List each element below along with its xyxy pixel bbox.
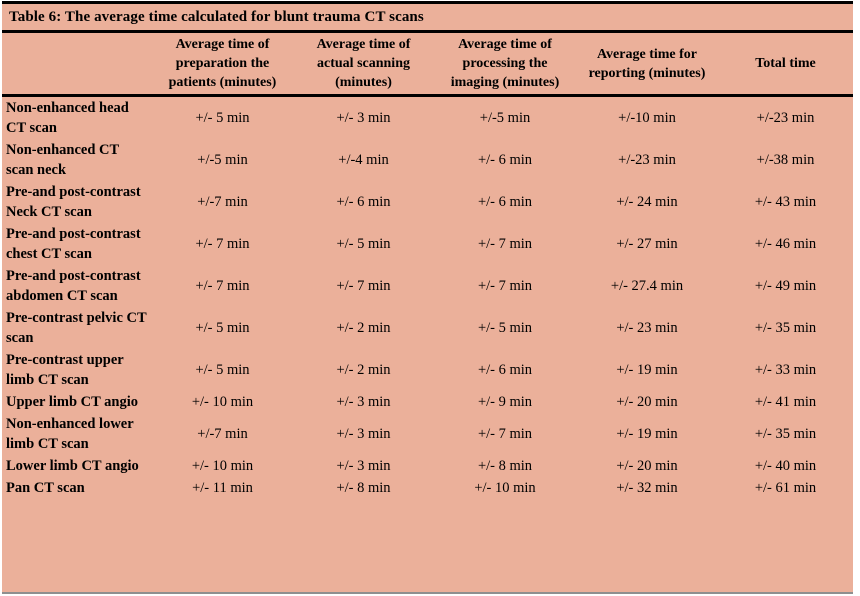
scan-type-cell: Pre-contrast pelvic CT scan — [6, 310, 147, 346]
total-time-cell: +/- 61 min — [754, 480, 817, 496]
reporting-time-cell: +/- 24 min — [616, 194, 678, 210]
total-time-cell: +/- 35 min — [754, 426, 817, 442]
preparation-time-cell: +/- 5 min — [195, 362, 250, 378]
table-row: Pre-contrast pelvic CT scan +/- 5 min +/… — [2, 307, 853, 349]
table-body: Non-enhanced head CT scan +/- 5 min +/- … — [2, 96, 853, 500]
total-time-cell: +/- 33 min — [754, 362, 817, 378]
preparation-time-cell: +/- 5 min — [195, 110, 250, 126]
reporting-time-cell: +/- 19 min — [616, 426, 678, 442]
scan-type-cell: Pre-and post-contrast Neck CT scan — [6, 184, 141, 220]
scan-type-cell: Non-enhanced lower limb CT scan — [6, 416, 134, 452]
table-row: Non-enhanced CT scan neck +/-5 min +/-4 … — [2, 139, 853, 181]
table-row: Non-enhanced head CT scan +/- 5 min +/- … — [2, 96, 853, 140]
preparation-time-cell: +/- 7 min — [195, 236, 250, 252]
reporting-time-cell: +/- 27.4 min — [610, 278, 684, 294]
scan-type-cell: Upper limb CT angio — [6, 394, 139, 410]
preparation-time-cell: +/- 10 min — [191, 394, 254, 410]
total-time-cell: +/- 40 min — [754, 458, 817, 474]
reporting-time-cell: +/- 19 min — [616, 362, 678, 378]
table-row: Pre-and post-contrast chest CT scan +/- … — [2, 223, 853, 265]
preparation-time-cell: +/- 7 min — [195, 278, 250, 294]
preparation-time-cell: +/-7 min — [197, 426, 248, 442]
processing-time-cell: +/- 10 min — [474, 480, 536, 496]
ct-scan-times-table: Average time of preparation the patients… — [2, 33, 853, 499]
scanning-time-cell: +/- 2 min — [336, 320, 391, 336]
scanning-time-cell: +/- 6 min — [336, 194, 391, 210]
scanning-time-cell: +/- 3 min — [336, 110, 391, 126]
total-time-cell: +/- 46 min — [754, 236, 817, 252]
reporting-time-cell: +/- 32 min — [616, 480, 678, 496]
total-time-cell: +/- 35 min — [754, 320, 817, 336]
scanning-time-cell: +/- 2 min — [336, 362, 391, 378]
processing-time-cell: +/- 6 min — [477, 152, 533, 168]
scan-type-cell: Non-enhanced CT scan neck — [6, 142, 119, 178]
scanning-time-cell: +/- 8 min — [336, 480, 391, 496]
column-header-preparation: Average time of preparation the patients… — [152, 33, 293, 97]
scan-type-cell: Pre-and post-contrast chest CT scan — [6, 226, 141, 262]
processing-time-cell: +/- 9 min — [477, 394, 533, 410]
scan-type-cell: Non-enhanced head CT scan — [6, 100, 129, 136]
scanning-time-cell: +/- 7 min — [336, 278, 391, 294]
table-row: Non-enhanced lower limb CT scan +/-7 min… — [2, 413, 853, 455]
preparation-time-cell: +/-7 min — [197, 194, 248, 210]
processing-time-cell: +/- 7 min — [477, 236, 533, 252]
processing-time-cell: +/- 6 min — [477, 362, 533, 378]
table-row: Pre-contrast upper limb CT scan +/- 5 mi… — [2, 349, 853, 391]
scan-type-cell: Pan CT scan — [6, 480, 85, 496]
preparation-time-cell: +/- 10 min — [191, 458, 254, 474]
reporting-time-cell: +/- 27 min — [616, 236, 678, 252]
reporting-time-cell: +/-10 min — [618, 110, 676, 126]
preparation-time-cell: +/- 11 min — [192, 480, 253, 496]
table-row: Pre-and post-contrast abdomen CT scan +/… — [2, 265, 853, 307]
total-time-cell: +/- 43 min — [754, 194, 817, 210]
table-title-bar: Table 6: The average time calculated for… — [2, 4, 853, 33]
column-header-scanning: Average time of actual scanning (minutes… — [293, 33, 434, 97]
scan-type-cell: Pre-and post-contrast abdomen CT scan — [6, 268, 141, 304]
processing-time-cell: +/-5 min — [479, 110, 531, 126]
scanning-time-cell: +/- 3 min — [336, 394, 391, 410]
table-row: Upper limb CT angio +/- 10 min +/- 3 min… — [2, 391, 853, 413]
processing-time-cell: +/- 5 min — [477, 320, 533, 336]
preparation-time-cell: +/-5 min — [197, 152, 248, 168]
total-time-cell: +/- 41 min — [754, 394, 817, 410]
header-row: Average time of preparation the patients… — [2, 33, 853, 97]
total-time-cell: +/-38 min — [756, 152, 815, 168]
total-time-cell: +/- 49 min — [754, 278, 817, 294]
processing-time-cell: +/- 8 min — [477, 458, 533, 474]
reporting-time-cell: +/-23 min — [618, 152, 676, 168]
processing-time-cell: +/- 7 min — [477, 426, 533, 442]
scan-type-cell: Pre-contrast upper limb CT scan — [6, 352, 124, 388]
total-time-cell: +/-23 min — [756, 110, 815, 126]
reporting-time-cell: +/- 23 min — [616, 320, 678, 336]
scanning-time-cell: +/- 3 min — [336, 426, 391, 442]
preparation-time-cell: +/- 5 min — [195, 320, 250, 336]
column-header-processing: Average time of processing the imaging (… — [434, 33, 576, 97]
reporting-time-cell: +/- 20 min — [616, 394, 678, 410]
scan-type-cell: Lower limb CT angio — [6, 458, 139, 474]
table-row: Lower limb CT angio +/- 10 min +/- 3 min… — [2, 455, 853, 477]
column-header-scan-type — [2, 33, 152, 97]
column-header-total-time: Total time — [718, 33, 853, 97]
page-title: Table 6: The average time calculated for… — [9, 8, 424, 25]
table-header: Average time of preparation the patients… — [2, 33, 853, 97]
processing-time-cell: +/- 7 min — [477, 278, 533, 294]
column-header-reporting: Average time for reporting (minutes) — [576, 33, 718, 97]
table-row: Pre-and post-contrast Neck CT scan +/-7 … — [2, 181, 853, 223]
processing-time-cell: +/- 6 min — [477, 194, 533, 210]
table-row: Pan CT scan +/- 11 min +/- 8 min +/- 10 … — [2, 477, 853, 499]
reporting-time-cell: +/- 20 min — [616, 458, 678, 474]
scanning-time-cell: +/-4 min — [338, 152, 389, 168]
scanning-time-cell: +/- 3 min — [336, 458, 391, 474]
scanning-time-cell: +/- 5 min — [336, 236, 391, 252]
